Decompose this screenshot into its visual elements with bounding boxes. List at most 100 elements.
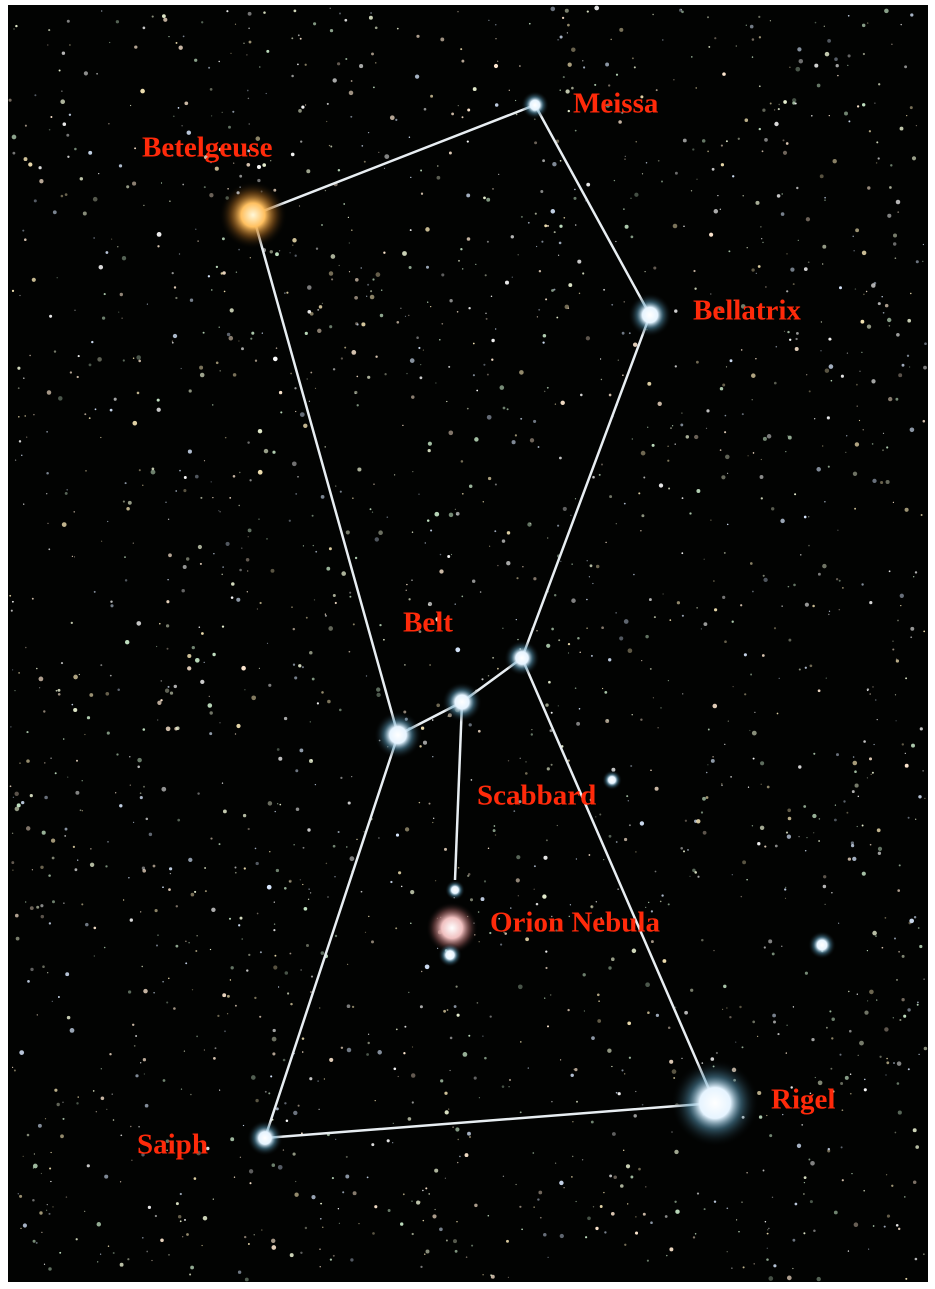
star	[488, 848, 489, 849]
star	[884, 9, 889, 14]
star	[904, 1196, 906, 1198]
star	[516, 855, 520, 859]
star	[291, 153, 295, 157]
star	[315, 784, 316, 785]
star	[162, 14, 166, 18]
star	[754, 712, 755, 713]
star	[776, 346, 778, 348]
star	[341, 1047, 343, 1049]
star	[69, 44, 71, 46]
star	[628, 648, 633, 653]
star	[900, 605, 901, 606]
star	[12, 833, 13, 834]
star	[358, 1223, 359, 1224]
star	[601, 464, 603, 466]
star	[439, 339, 441, 341]
star	[211, 908, 215, 912]
star	[100, 664, 102, 666]
star	[806, 837, 807, 838]
star	[764, 138, 768, 142]
star	[187, 654, 191, 658]
star	[60, 1134, 64, 1138]
star	[481, 897, 485, 901]
star	[478, 911, 480, 913]
star	[152, 16, 154, 18]
label: Saiph	[137, 1129, 208, 1161]
star	[346, 530, 350, 534]
star	[376, 272, 381, 277]
star	[486, 198, 490, 202]
star	[479, 1097, 480, 1098]
star	[11, 610, 13, 612]
star	[406, 590, 407, 591]
star	[192, 989, 193, 990]
star	[61, 90, 62, 91]
star	[599, 474, 601, 476]
star	[877, 828, 881, 832]
star	[140, 89, 145, 94]
star	[579, 708, 581, 710]
star	[352, 498, 353, 499]
star	[681, 1058, 682, 1059]
star	[506, 1240, 509, 1243]
star	[372, 1232, 375, 1235]
star	[701, 811, 703, 813]
star	[79, 674, 80, 675]
star	[857, 105, 859, 107]
star	[615, 612, 616, 613]
star	[260, 602, 262, 604]
star	[156, 945, 158, 947]
star	[65, 972, 69, 976]
star	[522, 566, 523, 567]
star	[211, 115, 212, 116]
star	[317, 1080, 318, 1081]
star	[571, 47, 576, 52]
star	[805, 850, 806, 851]
star	[241, 347, 244, 350]
star	[228, 126, 231, 129]
star	[621, 1069, 623, 1071]
star	[49, 315, 52, 318]
star	[230, 1137, 234, 1141]
star	[803, 805, 806, 808]
star	[774, 109, 775, 110]
star	[58, 396, 63, 401]
star	[867, 324, 871, 328]
star	[500, 385, 505, 390]
star	[258, 429, 262, 433]
star	[747, 455, 748, 456]
star	[883, 433, 884, 434]
star	[167, 648, 169, 650]
star	[805, 972, 808, 975]
star	[784, 331, 785, 332]
star	[916, 260, 919, 263]
star	[808, 1159, 810, 1161]
star	[706, 428, 707, 429]
star	[309, 759, 313, 763]
star	[547, 1025, 549, 1027]
star	[853, 761, 858, 766]
star	[484, 880, 486, 882]
star	[457, 11, 459, 13]
star	[689, 876, 690, 877]
star	[368, 916, 369, 917]
star	[272, 451, 275, 454]
star	[538, 1191, 542, 1195]
star	[706, 772, 708, 774]
star	[355, 278, 359, 282]
star	[204, 867, 206, 869]
star	[447, 555, 450, 558]
star	[591, 1121, 594, 1124]
star	[195, 475, 199, 479]
star	[153, 865, 156, 868]
star	[848, 54, 851, 57]
star	[591, 1036, 595, 1040]
star	[695, 1233, 697, 1235]
star	[96, 73, 98, 75]
star	[634, 66, 636, 68]
star	[313, 545, 314, 546]
star	[326, 121, 327, 122]
star	[644, 271, 645, 272]
star	[885, 1074, 886, 1075]
star	[441, 273, 444, 276]
